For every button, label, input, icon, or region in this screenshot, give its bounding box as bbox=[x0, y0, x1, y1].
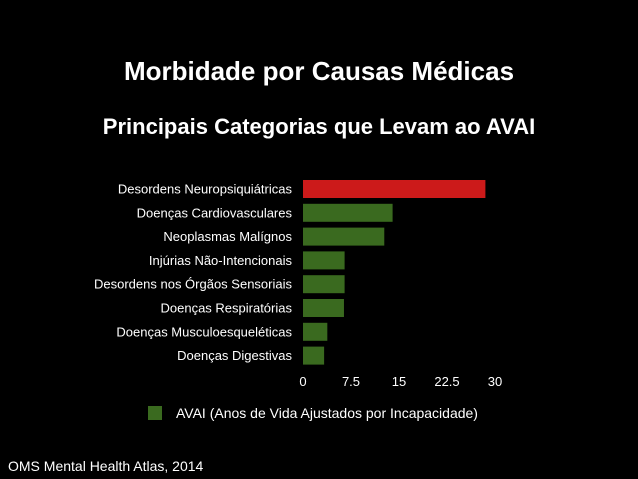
category-label: Doenças Digestivas bbox=[177, 348, 292, 363]
category-label: Doenças Musculoesqueléticas bbox=[116, 324, 292, 339]
slide-title: Morbidade por Causas Médicas bbox=[123, 56, 515, 86]
bar bbox=[303, 251, 345, 270]
bar bbox=[303, 275, 345, 294]
category-label: Doenças Cardiovasculares bbox=[137, 205, 293, 220]
x-tick-label: 22.5 bbox=[434, 374, 459, 389]
bar bbox=[303, 227, 385, 246]
x-tick-label: 15 bbox=[392, 374, 406, 389]
x-tick-label: 30 bbox=[488, 374, 502, 389]
chart-legend: AVAI (Anos de Vida Ajustados por Incapac… bbox=[148, 405, 478, 421]
legend-swatch bbox=[148, 406, 162, 420]
slide-subtitle: Principais Categorias que Levam ao AVAI bbox=[102, 114, 536, 139]
bar bbox=[303, 346, 325, 365]
bar bbox=[303, 180, 486, 198]
source-citation: OMS Mental Health Atlas, 2014 bbox=[8, 458, 204, 474]
bar bbox=[303, 322, 328, 341]
category-label: Doenças Respiratórias bbox=[160, 301, 292, 316]
bar bbox=[303, 299, 344, 317]
bar bbox=[303, 203, 393, 222]
category-label: Desordens Neuropsiquiátricas bbox=[118, 182, 293, 197]
category-label: Desordens nos Órgãos Sensoriais bbox=[94, 277, 292, 292]
x-tick-label: 7.5 bbox=[342, 374, 360, 389]
x-tick-label: 0 bbox=[299, 374, 306, 389]
legend-label: AVAI (Anos de Vida Ajustados por Incapac… bbox=[176, 405, 478, 421]
category-label: Injúrias Não-Intencionais bbox=[149, 253, 293, 268]
category-label: Neoplasmas Malígnos bbox=[163, 229, 292, 244]
